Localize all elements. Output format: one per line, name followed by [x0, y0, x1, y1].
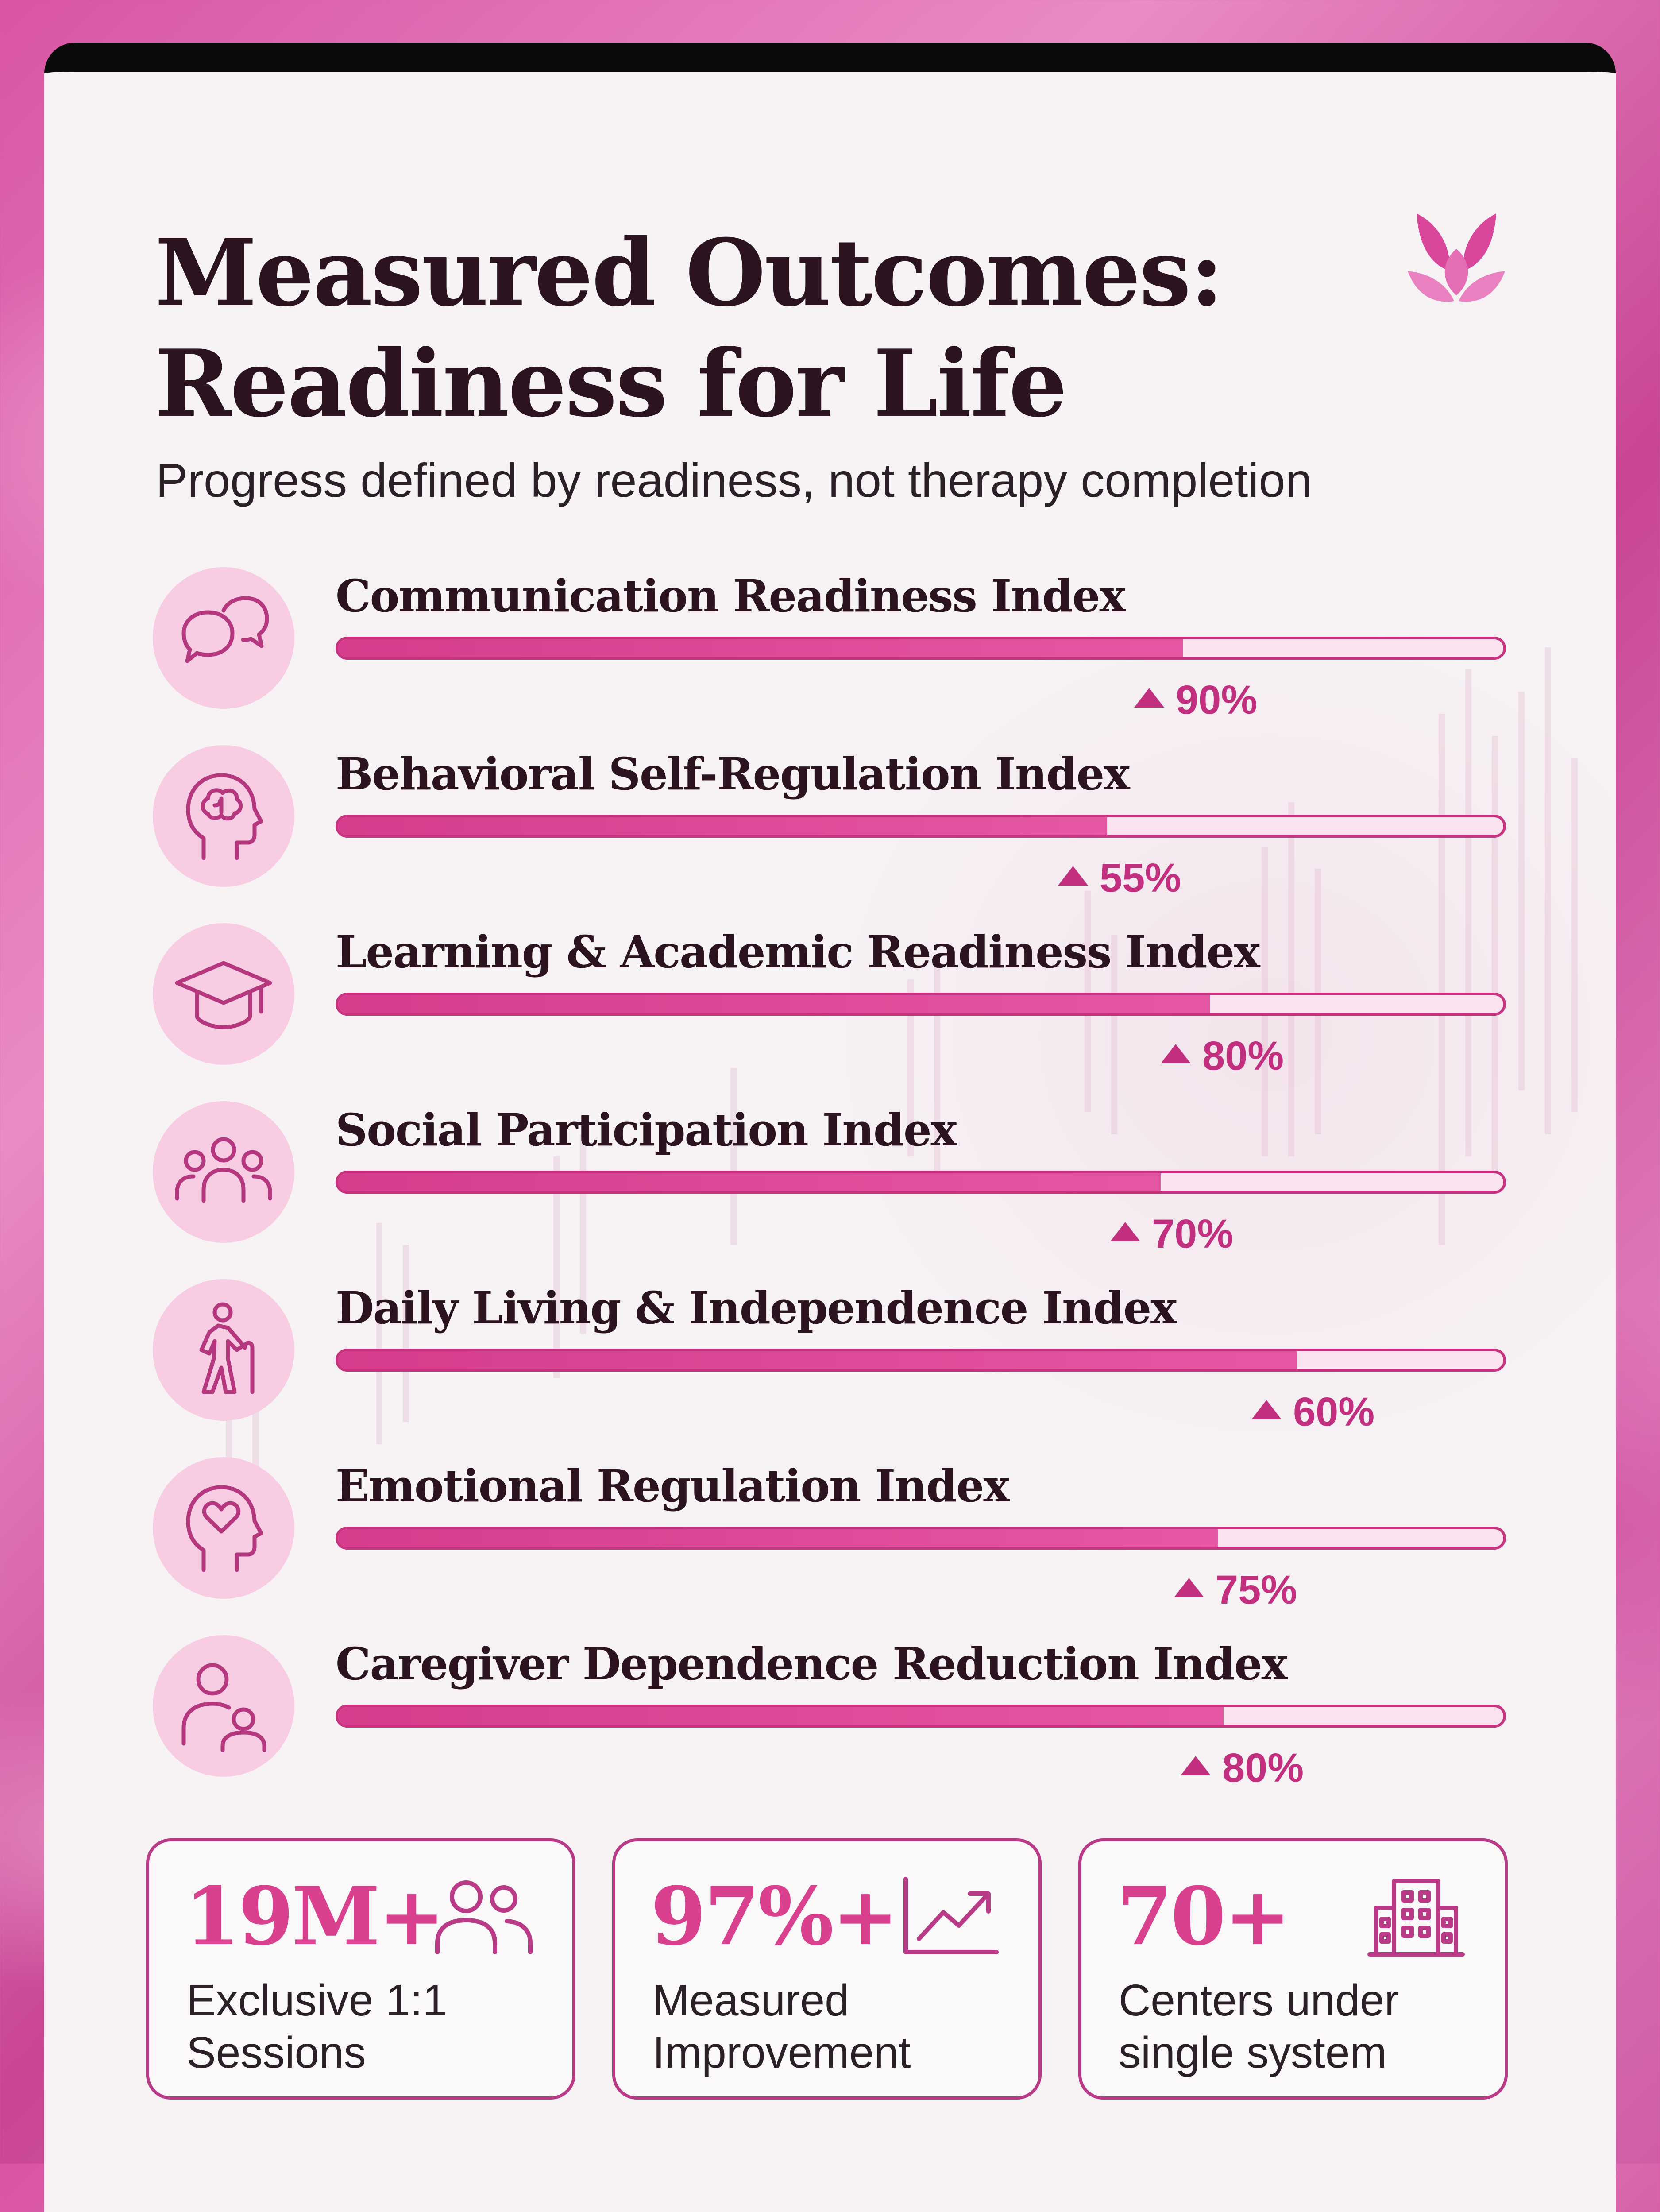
- graduation-cap-icon: [175, 961, 272, 1029]
- icon-circle: [153, 1279, 294, 1421]
- stat-card-improvement: 97%+ Measured Improvement: [612, 1838, 1042, 2100]
- metric-label: Behavioral Self-Regulation Index: [336, 748, 1130, 800]
- stat-value: 19M+: [185, 1870, 445, 1963]
- progress-track: [336, 1349, 1506, 1372]
- brain-head-icon: [186, 773, 263, 860]
- metric-label: Communication Readiness Index: [336, 570, 1126, 622]
- percent-indicator: 55%: [1058, 854, 1181, 902]
- page-title: Measured Outcomes: Readiness for Life: [155, 218, 1224, 439]
- users-icon: [435, 1880, 533, 1954]
- metric-row: Caregiver Dependence Reduction Index 80%: [44, 1635, 1616, 1812]
- stat-line-2: Improvement: [652, 2028, 911, 2077]
- up-triangle-icon: [1161, 1044, 1191, 1063]
- stat-line-2: single system: [1119, 2028, 1387, 2077]
- progress-fill: [338, 1351, 1297, 1369]
- icon-circle: [153, 1635, 294, 1777]
- progress-fill: [338, 1173, 1161, 1191]
- stat-value: 97%+: [651, 1870, 899, 1963]
- icon-circle: [153, 1101, 294, 1243]
- up-triangle-icon: [1251, 1400, 1282, 1419]
- metric-row: Communication Readiness Index 90%: [44, 567, 1616, 744]
- progress-fill: [338, 1707, 1224, 1725]
- icon-circle: [153, 1457, 294, 1599]
- percent-indicator: 70%: [1110, 1210, 1233, 1258]
- percent-value: 75%: [1216, 1567, 1297, 1613]
- percent-indicator: 75%: [1174, 1566, 1297, 1614]
- progress-fill: [338, 817, 1108, 835]
- stat-description: Exclusive 1:1 Sessions: [186, 1974, 549, 2079]
- stat-description: Centers under single system: [1119, 1974, 1482, 2079]
- subtitle: Progress defined by readiness, not thera…: [156, 453, 1312, 507]
- lotus-leaf-logo-icon: [1408, 213, 1505, 302]
- progress-track: [336, 1171, 1506, 1194]
- metric-label: Emotional Regulation Index: [336, 1460, 1010, 1512]
- metric-label: Daily Living & Independence Index: [336, 1282, 1177, 1334]
- caregiver-child-icon: [181, 1663, 266, 1752]
- progress-fill: [338, 639, 1183, 657]
- infographic-card: Measured Outcomes: Readiness for Life Pr…: [44, 43, 1616, 2212]
- stat-line-1: Centers under: [1119, 1976, 1399, 2025]
- building-icon: [1367, 1879, 1465, 1957]
- metric-row: Emotional Regulation Index 75%: [44, 1457, 1616, 1634]
- progress-track: [336, 1705, 1506, 1728]
- stat-value: 70+: [1117, 1870, 1291, 1963]
- percent-indicator: 90%: [1134, 676, 1257, 724]
- icon-circle: [153, 745, 294, 887]
- metric-label: Social Participation Index: [336, 1104, 957, 1156]
- metric-label: Caregiver Dependence Reduction Index: [336, 1638, 1288, 1690]
- percent-value: 80%: [1202, 1033, 1284, 1079]
- metric-row: Daily Living & Independence Index 60%: [44, 1279, 1616, 1456]
- progress-track: [336, 993, 1506, 1016]
- percent-value: 55%: [1100, 855, 1181, 901]
- up-triangle-icon: [1134, 688, 1164, 708]
- metric-row: Social Participation Index 70%: [44, 1101, 1616, 1278]
- icon-circle: [153, 923, 294, 1065]
- stat-card-sessions: 19M+ Exclusive 1:1 Sessions: [146, 1838, 575, 2100]
- stat-line-1: Measured: [652, 1976, 849, 2025]
- stat-line-1: Exclusive 1:1: [186, 1976, 448, 2025]
- percent-indicator: 80%: [1161, 1032, 1284, 1080]
- up-triangle-icon: [1110, 1222, 1140, 1241]
- title-line-2: Readiness for Life: [155, 330, 1067, 438]
- progress-fill: [338, 1529, 1218, 1547]
- progress-track: [336, 815, 1506, 838]
- percent-value: 70%: [1152, 1211, 1234, 1257]
- up-triangle-icon: [1174, 1578, 1204, 1597]
- up-triangle-icon: [1058, 866, 1088, 886]
- trend-chart-icon: [903, 1877, 999, 1954]
- walking-cane-icon: [199, 1302, 255, 1394]
- percent-indicator: 60%: [1251, 1388, 1374, 1436]
- stat-card-centers: 70+ Centers under single system: [1078, 1838, 1508, 2100]
- percent-value: 90%: [1176, 677, 1258, 723]
- heart-head-icon: [186, 1485, 263, 1572]
- metric-row: Behavioral Self-Regulation Index 55%: [44, 745, 1616, 922]
- group-people-icon: [175, 1137, 272, 1203]
- stat-line-2: Sessions: [186, 2028, 366, 2077]
- progress-track: [336, 637, 1506, 660]
- speech-bubbles-icon: [181, 596, 269, 663]
- title-line-1: Measured Outcomes:: [155, 219, 1224, 327]
- percent-indicator: 80%: [1181, 1744, 1304, 1792]
- metric-label: Learning & Academic Readiness Index: [336, 926, 1260, 978]
- metric-row: Learning & Academic Readiness Index 80%: [44, 923, 1616, 1100]
- progress-fill: [338, 995, 1210, 1013]
- stat-description: Measured Improvement: [652, 1974, 1015, 2079]
- percent-value: 80%: [1222, 1745, 1304, 1790]
- progress-track: [336, 1527, 1506, 1550]
- percent-value: 60%: [1293, 1389, 1375, 1435]
- up-triangle-icon: [1181, 1756, 1211, 1775]
- icon-circle: [153, 567, 294, 709]
